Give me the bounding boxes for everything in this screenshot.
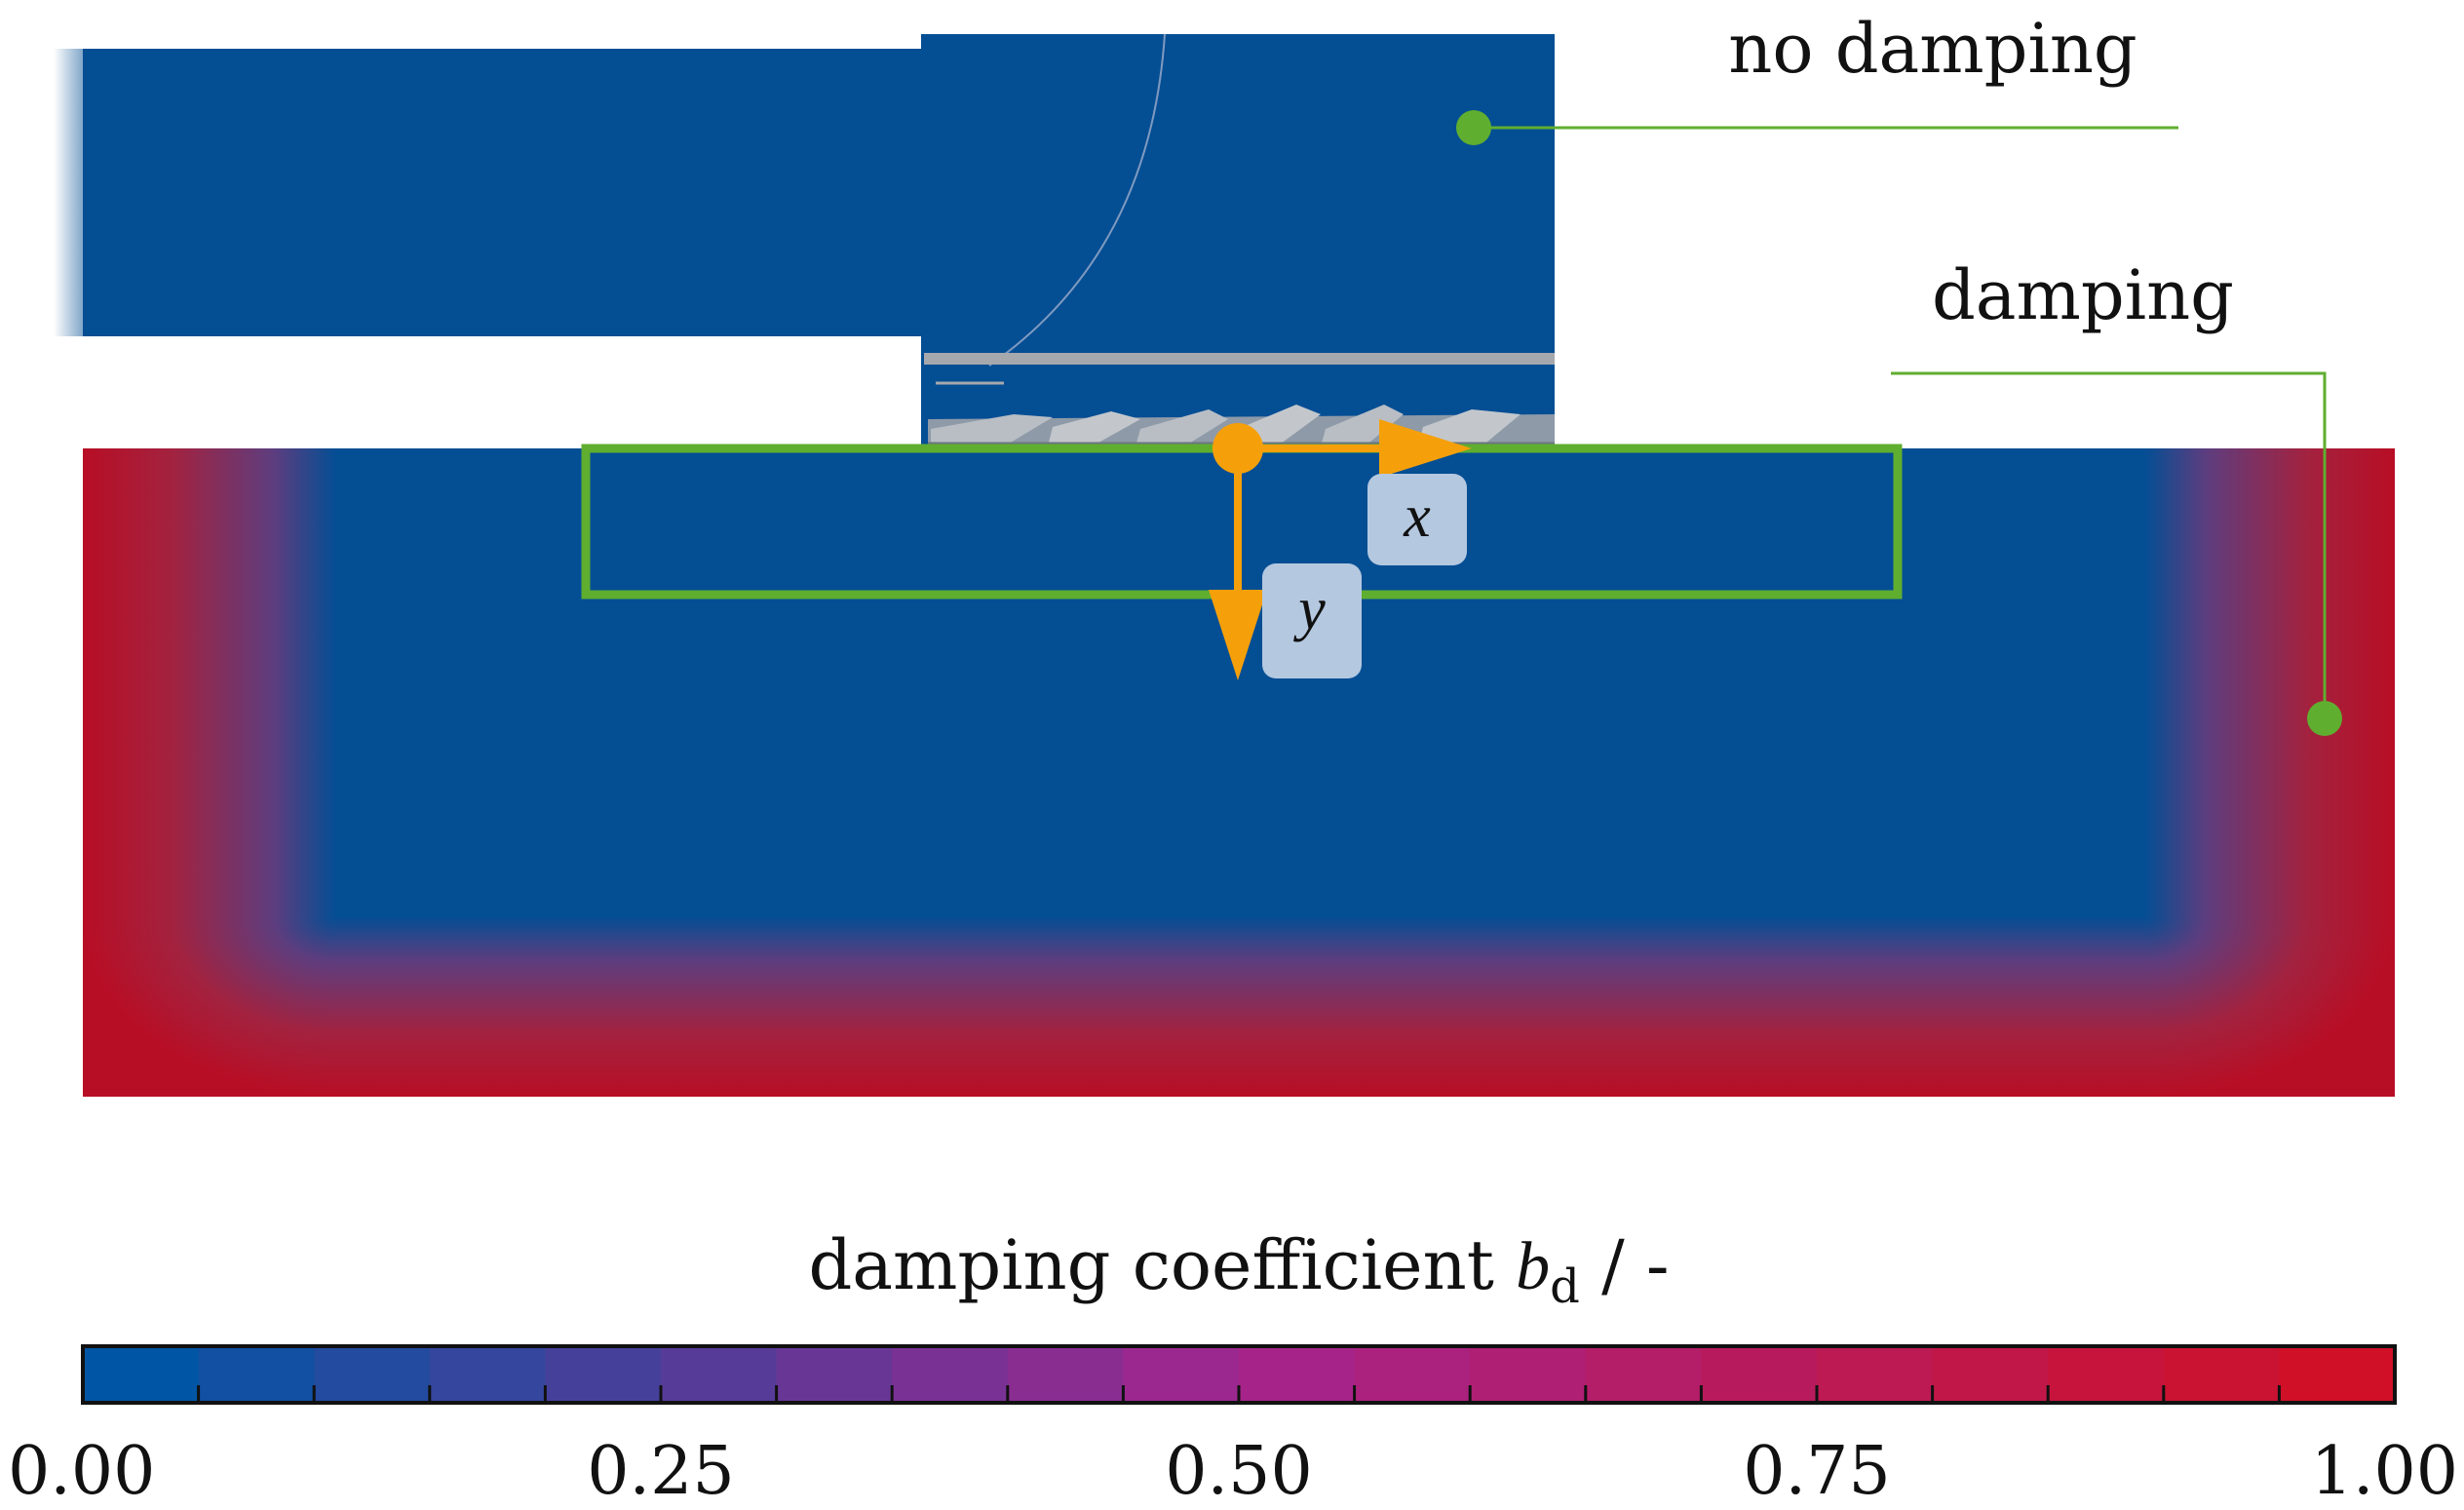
colorbar-segment <box>1239 1346 1356 1403</box>
origin-marker <box>1213 423 1263 474</box>
y-axis-arrow <box>1209 590 1267 680</box>
damping-marker <box>2307 701 2342 736</box>
colorbar-segment <box>1932 1346 2050 1403</box>
colorbar-tick-label: 0.75 <box>1743 1433 1890 1510</box>
colorbar-subscript: d <box>1550 1259 1580 1314</box>
colorbar-unit: / - <box>1580 1225 1670 1305</box>
colorbar-segments <box>83 1346 2396 1403</box>
colorbar-segment <box>1470 1346 1587 1403</box>
inlet-region <box>54 33 1555 448</box>
colorbar-minor-ticks <box>197 1385 2281 1403</box>
colorbar-symbol: b <box>1516 1229 1550 1304</box>
colorbar-segment <box>892 1346 1009 1403</box>
colorbar-segment <box>314 1346 431 1403</box>
colorbar-segment <box>1007 1346 1125 1403</box>
colorbar-segment <box>2279 1346 2396 1403</box>
damping-label: damping <box>1932 255 2234 335</box>
colorbar-segment <box>1585 1346 1703 1403</box>
colorbar-segment <box>83 1346 200 1403</box>
no-damping-label: no damping <box>1728 9 2137 89</box>
coordinate-system: x y <box>1209 419 1472 680</box>
colorbar-segment <box>545 1346 662 1403</box>
no-damping-marker <box>1456 110 1491 145</box>
colorbar-title: damping coefficient bd / - <box>808 1225 1669 1314</box>
colorbar-segment <box>1354 1346 1472 1403</box>
colorbar-tick-label: 0.25 <box>587 1433 734 1510</box>
colorbar-segment <box>1817 1346 1934 1403</box>
x-axis-label: x <box>1403 484 1431 550</box>
colorbar-segment <box>661 1346 778 1403</box>
colorbar-tick-label: 0.00 <box>8 1433 155 1510</box>
colorbar-tick-labels: 0.00 0.25 0.50 0.75 1.00 <box>8 1433 2458 1510</box>
colorbar-segment <box>2163 1346 2281 1403</box>
colorbar-segment <box>1123 1346 1240 1403</box>
colorbar-segment <box>2048 1346 2165 1403</box>
x-axis-label-box <box>1367 474 1467 565</box>
damping-leader-line <box>1891 371 2327 718</box>
colorbar-frame <box>81 1344 2397 1405</box>
colorbar-segment <box>1701 1346 1818 1403</box>
y-axis-label: y <box>1292 576 1326 642</box>
colorbar-title-text: damping coefficient <box>808 1225 1516 1305</box>
colorbar-segment <box>776 1346 894 1403</box>
colorbar-segment <box>429 1346 547 1403</box>
colorbar: damping coefficient bd / - 0.00 0.25 0.50 0… <box>8 1225 2458 1510</box>
colorbar-tick-label: 0.50 <box>1165 1433 1312 1510</box>
y-axis-label-box <box>1262 563 1362 678</box>
x-axis-arrow <box>1379 419 1472 478</box>
colorbar-tick-label: 1.00 <box>2311 1433 2458 1510</box>
colorbar-segment <box>198 1346 316 1403</box>
